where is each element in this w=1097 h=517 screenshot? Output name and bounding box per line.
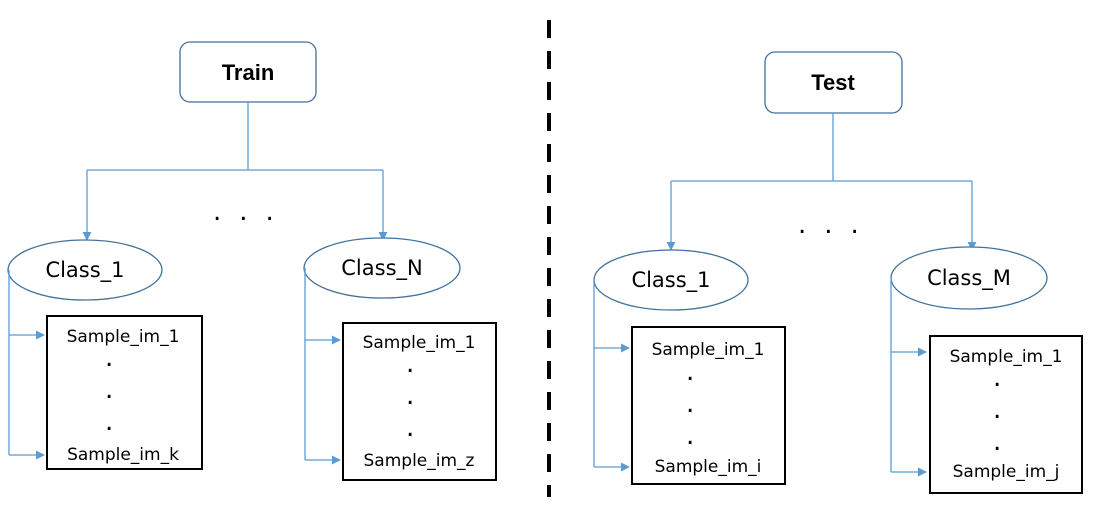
test-class-1-vdot-3: . bbox=[686, 421, 694, 451]
train-class-1-label: Class_1 bbox=[45, 258, 124, 283]
train-class-n-vdot-3: . bbox=[406, 413, 414, 443]
test-class-ellipsis: ... bbox=[798, 210, 877, 240]
train-class-n-vdot-1: . bbox=[406, 349, 414, 379]
test-class-1-sample-box bbox=[631, 326, 786, 485]
train-class-n-sample-last: Sample_im_z bbox=[364, 451, 475, 471]
test-class-1-label: Class_1 bbox=[631, 268, 710, 293]
train-class-n-label: Class_N bbox=[341, 256, 422, 281]
train-class-n-ellipse bbox=[303, 237, 461, 299]
test-class-1-vdot-2: . bbox=[686, 389, 694, 419]
test-class-m-sample-last: Sample_im_j bbox=[953, 462, 1060, 482]
test-class-1-sample-last: Sample_im_i bbox=[655, 457, 762, 477]
train-tree: Train ... Class_1 Sample_im_1 . . . Samp… bbox=[7, 41, 497, 481]
train-class-1-sample-box bbox=[46, 315, 203, 470]
train-root-connector bbox=[87, 102, 383, 171]
train-class-1-vdot-3: . bbox=[105, 407, 113, 437]
train-class-1-sample-first: Sample_im_1 bbox=[67, 327, 180, 347]
test-class-m-sample-box bbox=[929, 335, 1083, 494]
train-class-1-vdot-2: . bbox=[105, 375, 113, 405]
test-class-m-label: Class_M bbox=[927, 266, 1011, 291]
train-class-1-sample-last: Sample_im_k bbox=[67, 445, 179, 465]
train-class-n-sample-first: Sample_im_1 bbox=[363, 333, 476, 353]
test-root-label: Test bbox=[811, 70, 855, 95]
train-class-1-ellipse bbox=[7, 239, 163, 301]
test-class-1-vdot-1: . bbox=[686, 357, 694, 387]
train-class-n-sample-box bbox=[342, 322, 497, 481]
test-root-connector bbox=[671, 113, 972, 182]
test-class-m-sample-first: Sample_im_1 bbox=[950, 347, 1063, 367]
train-root-label: Train bbox=[222, 60, 275, 85]
train-class-ellipsis: ... bbox=[213, 197, 292, 227]
train-class-1-vdot-1: . bbox=[105, 343, 113, 373]
test-tree: Test ... Class_1 Sample_im_1 . . . Sampl… bbox=[593, 51, 1083, 494]
test-class-1-sample-first: Sample_im_1 bbox=[652, 340, 765, 360]
test-class-m-vdot-2: . bbox=[993, 395, 1001, 425]
train-class-n-vdot-2: . bbox=[406, 381, 414, 411]
test-class-m-vdot-3: . bbox=[993, 427, 1001, 457]
test-class-m-vdot-1: . bbox=[993, 363, 1001, 393]
